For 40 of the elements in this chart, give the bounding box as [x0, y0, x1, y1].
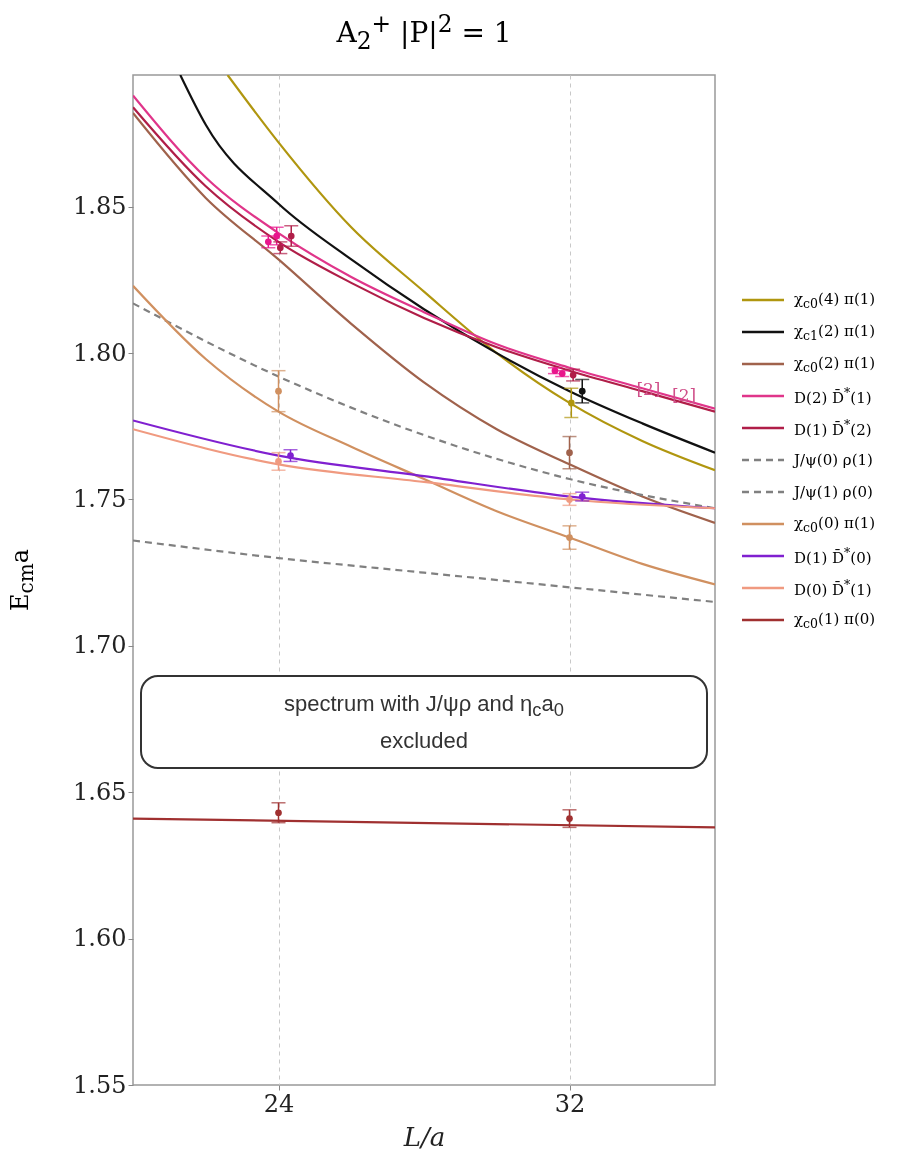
chart-title: A$_{2}$$^{+}$ |P|$^{2}$ = 1: [335, 10, 513, 55]
legend-label: χ$_{c0}$(2) π(1): [794, 353, 876, 375]
y-tick-label: 1.85: [73, 192, 127, 221]
line-series: [133, 284, 715, 586]
point: [566, 534, 573, 541]
point: [566, 815, 573, 822]
note-box: spectrum with J/ψρ and η$_{c}$a$_{0}$ excluded: [140, 675, 708, 769]
point: [566, 496, 573, 503]
y-tick-label: 1.55: [73, 1070, 127, 1099]
y-tick-label: 1.80: [73, 338, 127, 367]
point: [578, 387, 586, 395]
legend-label: D(1) D̄$^{*}$(2): [794, 417, 872, 439]
point: [273, 232, 281, 240]
y-tick-label: 1.75: [73, 484, 127, 513]
point: [287, 232, 295, 240]
legend-label: J/ψ(0) ρ(1): [794, 451, 873, 469]
line-series: [133, 539, 715, 604]
point: [567, 399, 575, 407]
y-tick-label: 1.70: [73, 631, 127, 660]
annotation: [2]: [672, 384, 697, 405]
legend-label: D(0) D̄$^{*}$(1): [794, 577, 872, 599]
legend-label: χ$_{c0}$(0) π(1): [794, 513, 876, 535]
point: [275, 458, 282, 465]
legend-label: χ$_{c0}$(4) π(1): [794, 289, 876, 311]
legend-label: J/ψ(1) ρ(0): [794, 483, 873, 501]
legend-label: χ$_{c0}$(1) π(0): [794, 609, 876, 631]
legend-label: D(1) D̄$^{*}$(0): [794, 545, 872, 567]
point: [275, 387, 282, 395]
x-tick-label: 24: [263, 1089, 295, 1118]
point: [566, 449, 573, 456]
legend-label: D(2) D̄$^{*}$(1): [794, 385, 872, 407]
annotation: [2]: [636, 379, 661, 400]
y-tick-label: 1.65: [73, 777, 127, 806]
point: [275, 809, 282, 817]
x-tick-label: 32: [554, 1089, 586, 1118]
y-tick-label: 1.60: [73, 924, 127, 953]
x-axis-title: L/a: [402, 1121, 446, 1152]
line-series: [133, 111, 715, 525]
legend-label: χ$_{c1}$(2) π(1): [794, 321, 876, 343]
point: [287, 452, 294, 459]
